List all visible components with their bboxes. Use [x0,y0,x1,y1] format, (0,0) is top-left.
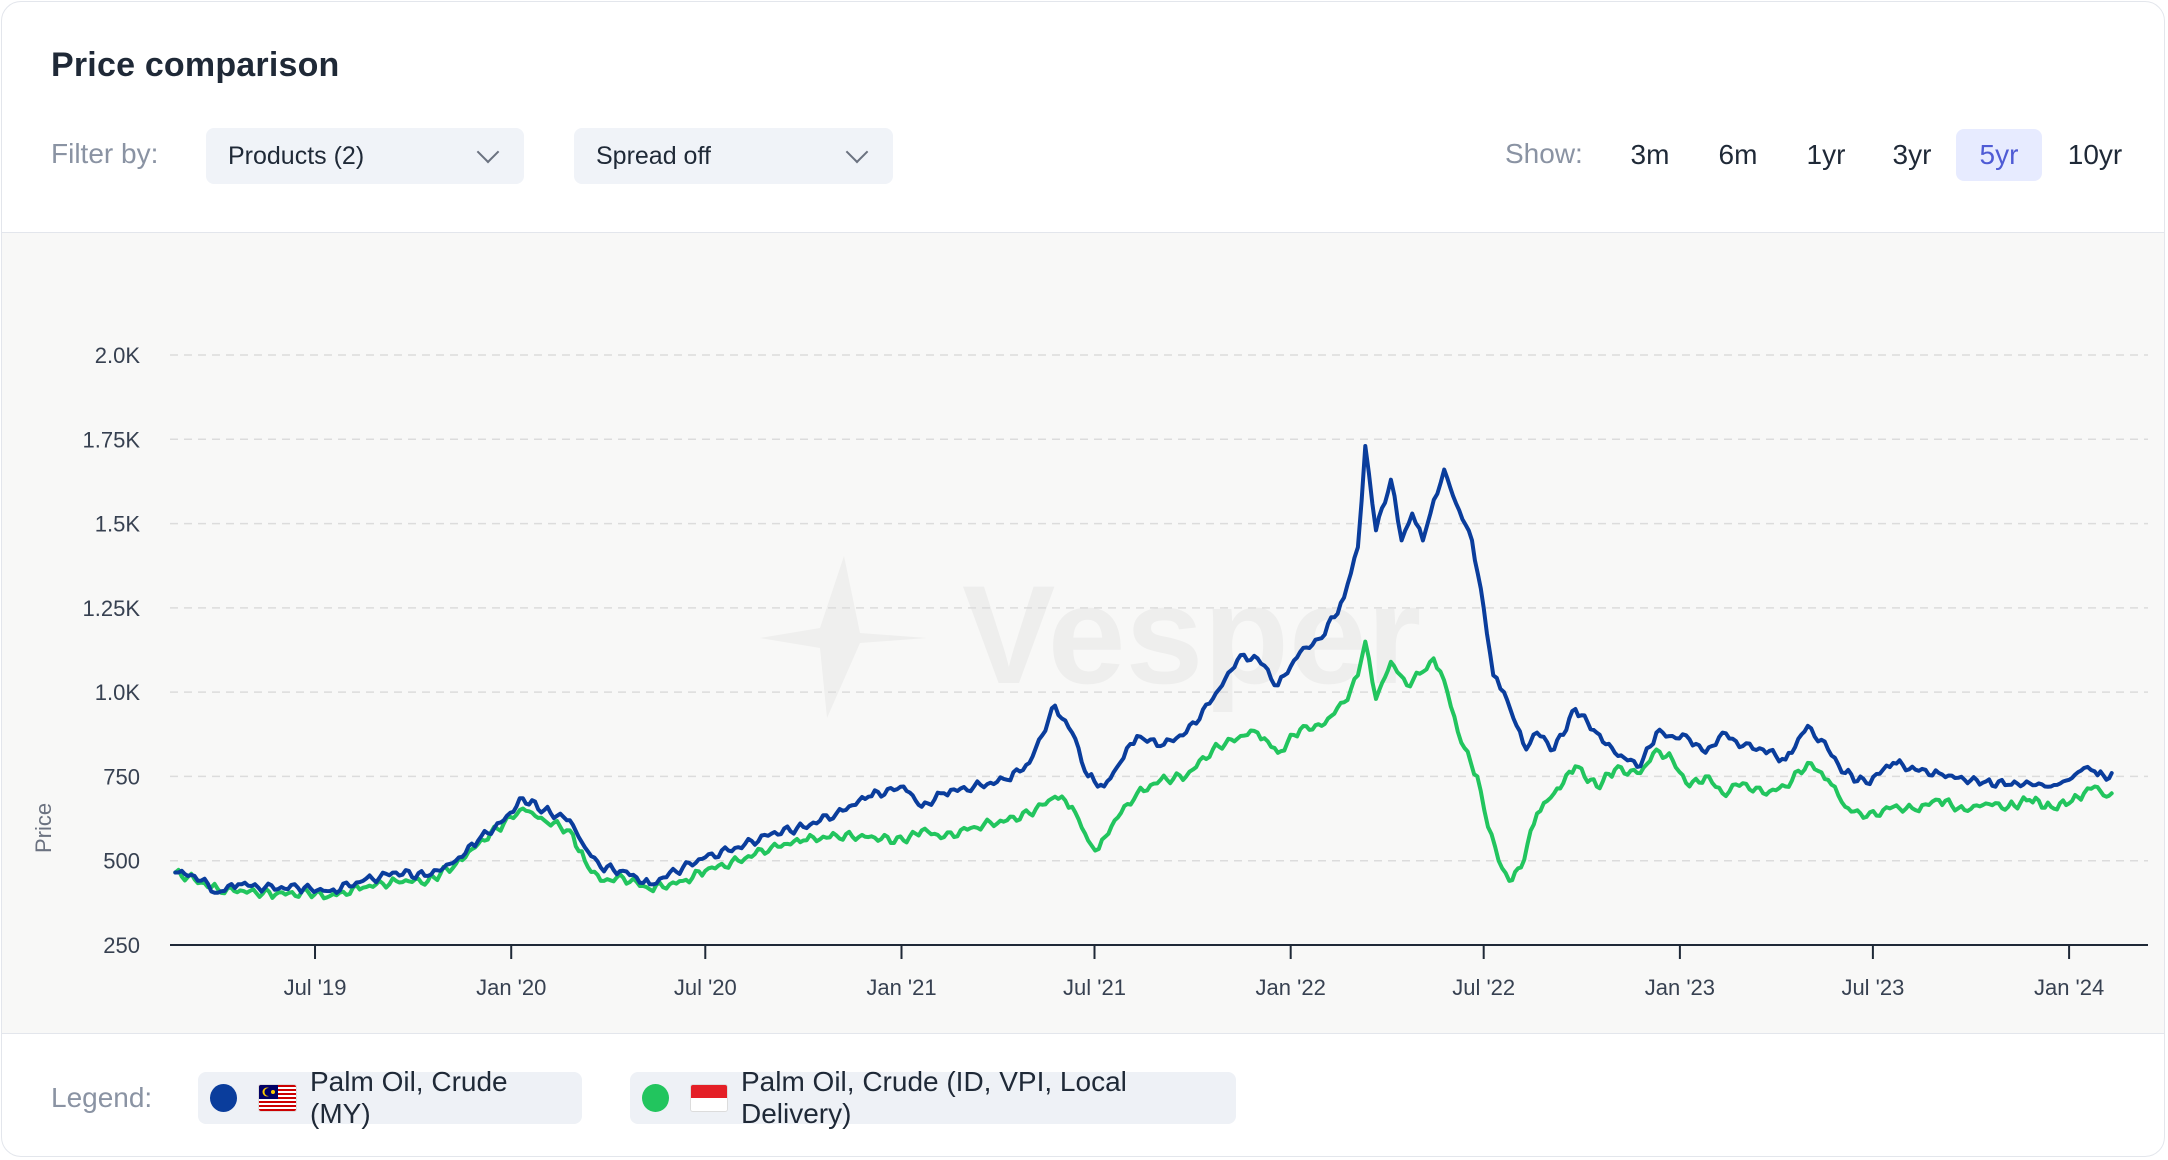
x-tick-label: Jan '23 [1645,975,1715,1000]
watermark-text: Vesper [962,556,1421,713]
x-tick-label: Jan '21 [866,975,936,1000]
legend: Legend: Palm Oil, [2,1034,2164,1156]
chart-series [173,444,2114,901]
vesper-logo-icon [760,556,927,718]
legend-item-palm-oil-id[interactable]: Palm Oil, Crude (ID, VPI, Local Delivery… [630,1066,1236,1129]
vesper-watermark: Vesper [760,556,1421,718]
y-tick-label: 750 [103,764,140,789]
y-tick-label: 1.75K [83,427,141,452]
malaysia-flag-icon [259,1085,296,1111]
legend-item-palm-oil-my[interactable]: Palm Oil, Crude (MY) [198,1066,582,1129]
y-axis-label: Price [31,802,56,853]
legend-item-label: Palm Oil, Crude (ID, VPI, Local Delivery… [740,1066,1127,1129]
y-tick-label: 250 [103,933,140,958]
price-line-chart[interactable]: Vesper 250 500 750 1.0K 1.25K 1.5K 1.75K 2.0K J… [2,233,2165,1033]
show-label: Show: [1505,138,1583,169]
x-tick-label: Jul '21 [1063,975,1126,1000]
y-tick-label: 1.5K [95,512,141,537]
chart-area: Vesper 250 500 750 1.0K 1.25K 1.5K 1.75K 2.0K J… [2,232,2165,1034]
legend-label: Legend: [51,1082,153,1113]
y-axis-ticks: 250 500 750 1.0K 1.25K 1.5K 1.75K 2.0K [83,343,141,958]
range-button-10yr[interactable]: 10yr [2067,139,2123,170]
x-tick-label: Jul '20 [674,975,737,1000]
x-tick-label: Jan '24 [2034,975,2104,1000]
range-button-3yr[interactable]: 3yr [1892,139,1932,170]
spread-dropdown-value: Spread off [596,141,711,170]
y-tick-label: 2.0K [95,343,141,368]
chevron-down-icon [476,140,500,164]
y-tick-label: 500 [103,849,140,874]
x-tick-label: Jan '20 [476,975,546,1000]
range-button-6m[interactable]: 6m [1718,139,1758,170]
legend-item-label: Palm Oil, Crude (MY) [310,1066,508,1129]
series-color-dot [642,1084,669,1112]
products-dropdown-value: Products (2) [228,141,365,170]
x-axis: Jul '19 Jan '20 Jul '20 Jan '21 Jul '21 Jan '… [170,944,2148,1000]
x-tick-label: Jul '19 [284,975,347,1000]
series-color-dot [210,1084,238,1112]
chart-gridlines [170,354,2148,862]
x-tick-label: Jan '22 [1256,975,1326,1000]
series-line-palm-oil-my[interactable] [173,444,2114,895]
range-button-3m[interactable]: 3m [1630,139,1670,170]
chevron-down-icon [845,140,869,164]
indonesia-flag-icon [690,1085,727,1111]
range-button-5yr[interactable]: 5yr [1956,129,2042,181]
series-line-palm-oil-id[interactable] [173,639,2114,901]
x-tick-label: Jul '22 [1452,975,1515,1000]
x-tick-label: Jul '23 [1841,975,1904,1000]
page-title: Price comparison [51,46,340,84]
spread-dropdown[interactable]: Spread off [574,128,893,184]
products-dropdown[interactable]: Products (2) [206,128,524,184]
filter-label: Filter by: [51,138,159,169]
y-tick-label: 1.25K [83,596,141,621]
range-button-1yr[interactable]: 1yr [1806,139,1846,170]
y-tick-label: 1.0K [95,680,141,705]
